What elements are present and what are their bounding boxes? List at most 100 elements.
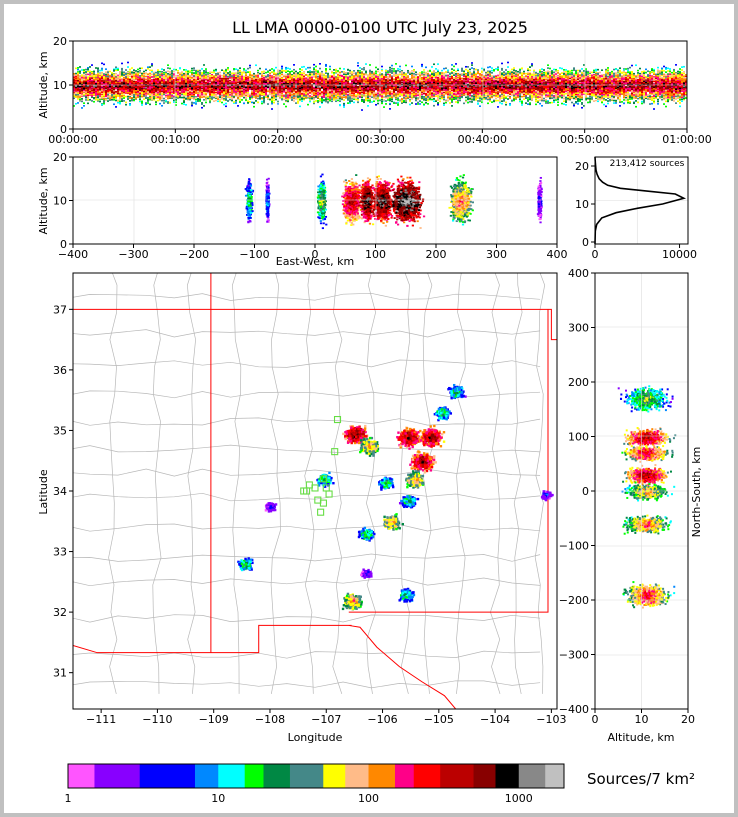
time-height-source bbox=[247, 100, 249, 102]
time-height-source bbox=[209, 90, 211, 92]
time-height-source bbox=[113, 69, 115, 71]
time-height-source bbox=[161, 76, 163, 78]
time-height-source bbox=[145, 90, 147, 92]
time-height-source bbox=[89, 99, 91, 101]
time-height-source bbox=[215, 81, 217, 83]
time-height-source bbox=[195, 73, 197, 75]
time-height-source bbox=[187, 93, 189, 95]
time-height-source bbox=[243, 83, 245, 85]
time-height-source bbox=[207, 96, 209, 98]
time-height-source bbox=[141, 73, 143, 75]
time-height-source bbox=[199, 97, 201, 99]
time-height-source bbox=[185, 71, 187, 73]
time-height-source bbox=[109, 93, 111, 95]
time-height-source bbox=[247, 92, 249, 94]
time-height-source bbox=[143, 92, 145, 94]
time-height-source bbox=[83, 83, 85, 85]
time-height-source bbox=[91, 95, 93, 97]
time-height-source bbox=[249, 94, 251, 96]
time-height-source bbox=[139, 70, 141, 72]
time-height-source bbox=[115, 97, 117, 99]
time-height-source bbox=[193, 67, 195, 69]
time-height-source bbox=[205, 87, 207, 89]
time-height-source bbox=[181, 76, 183, 78]
time-height-source bbox=[89, 72, 91, 74]
time-height-source bbox=[187, 97, 189, 99]
time-height-source bbox=[217, 96, 219, 98]
time-height-source bbox=[231, 97, 233, 99]
time-height-source bbox=[223, 88, 225, 90]
time-height-source bbox=[139, 79, 141, 81]
time-height-source bbox=[133, 81, 135, 83]
time-height-source bbox=[223, 72, 225, 74]
time-height-source bbox=[193, 79, 195, 81]
time-height-source bbox=[75, 92, 77, 94]
time-height-source bbox=[245, 83, 247, 85]
time-height-source bbox=[117, 83, 119, 85]
time-height-source bbox=[239, 72, 241, 74]
time-height-source bbox=[235, 91, 237, 93]
time-height-source bbox=[211, 72, 213, 74]
time-height-source bbox=[179, 97, 181, 99]
time-height-source bbox=[207, 90, 209, 92]
time-height-source bbox=[191, 102, 193, 104]
time-height-source bbox=[249, 74, 251, 76]
time-height-source bbox=[121, 74, 123, 76]
time-height-source bbox=[199, 91, 201, 93]
time-height-source bbox=[77, 89, 79, 91]
time-height-source bbox=[247, 71, 249, 73]
time-height-source bbox=[139, 75, 141, 77]
time-height-source bbox=[223, 104, 225, 106]
time-height-source bbox=[79, 77, 81, 79]
time-height-source bbox=[77, 102, 79, 104]
time-height-source bbox=[163, 69, 165, 71]
time-height-source bbox=[133, 96, 135, 98]
time-height-source bbox=[93, 72, 95, 74]
time-height-source bbox=[113, 75, 115, 77]
time-height-source bbox=[169, 89, 171, 91]
time-height-source bbox=[195, 80, 197, 82]
time-height-source bbox=[159, 98, 161, 100]
time-height-source bbox=[155, 80, 157, 82]
time-height-source bbox=[185, 75, 187, 77]
time-height-source bbox=[203, 94, 205, 96]
time-height-source bbox=[239, 89, 241, 91]
time-height-source bbox=[213, 70, 215, 72]
time-height-source bbox=[219, 85, 221, 87]
time-height-source bbox=[209, 102, 211, 104]
time-height-source bbox=[181, 86, 183, 88]
time-height-source bbox=[77, 69, 79, 71]
time-height-source bbox=[205, 102, 207, 104]
time-height-source bbox=[203, 88, 205, 90]
time-height-source bbox=[229, 74, 231, 76]
time-height-source bbox=[77, 94, 79, 96]
time-height-source bbox=[219, 80, 221, 82]
time-height-source bbox=[251, 89, 253, 91]
time-height-source bbox=[83, 105, 85, 107]
time-height-source bbox=[157, 87, 159, 89]
time-height-source bbox=[163, 91, 165, 93]
time-height-source bbox=[191, 81, 193, 83]
time-height-source bbox=[79, 92, 81, 94]
time-height-source bbox=[167, 73, 169, 75]
time-height-source bbox=[153, 80, 155, 82]
time-height-source bbox=[223, 93, 225, 95]
time-height-source bbox=[101, 89, 103, 91]
time-height-source bbox=[135, 74, 137, 76]
time-height-source bbox=[79, 66, 81, 68]
time-height-source bbox=[133, 100, 135, 102]
time-height-source bbox=[227, 69, 229, 71]
time-height-source bbox=[105, 94, 107, 96]
time-height-source bbox=[241, 88, 243, 90]
time-height-source bbox=[125, 90, 127, 92]
time-height-source bbox=[187, 91, 189, 93]
time-height-source bbox=[115, 106, 117, 108]
time-height-source bbox=[145, 70, 147, 72]
time-height-source bbox=[105, 88, 107, 90]
time-height-source bbox=[149, 66, 151, 68]
time-height-source bbox=[83, 72, 85, 74]
time-height-source bbox=[153, 98, 155, 100]
time-height-source bbox=[249, 87, 251, 89]
time-height-source bbox=[85, 69, 87, 71]
time-height-source bbox=[119, 91, 121, 93]
